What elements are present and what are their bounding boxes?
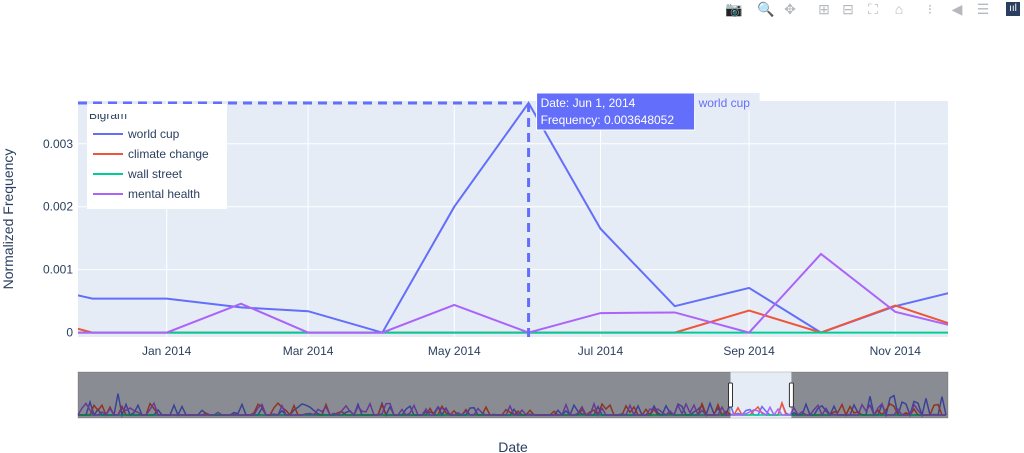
- range-slider-handle-left[interactable]: [728, 382, 733, 408]
- zoom-in-icon[interactable]: ⊞: [818, 1, 830, 17]
- hover-series-label: world cup: [698, 96, 751, 110]
- plotly-logo-icon[interactable]: ııl: [1006, 2, 1020, 16]
- hover-date: Date: Jun 1, 2014: [541, 96, 636, 110]
- range-slider: [77, 371, 949, 419]
- x-tick-label: Mar 2014: [283, 344, 334, 358]
- legend-box: [87, 104, 227, 209]
- hover-value: Frequency: 0.003648052: [541, 113, 675, 127]
- range-slider-line-mental-health: [77, 401, 946, 417]
- hover-compare-icon[interactable]: ☰: [976, 1, 990, 17]
- range-slider-handle-right[interactable]: [788, 382, 794, 408]
- y-tick-label: 0.002: [43, 200, 73, 214]
- zoom-icon[interactable]: 🔍: [757, 1, 775, 17]
- y-tick-label: 0.003: [43, 137, 73, 151]
- range-slider-mask-right: [791, 372, 948, 418]
- hover-label-box: [694, 93, 760, 111]
- legend-item[interactable]: climate change: [128, 147, 209, 161]
- x-tick-label: May 2014: [428, 344, 481, 358]
- x-tick-label: Nov 2014: [870, 344, 922, 358]
- x-tick-label: Sep 2014: [723, 344, 775, 358]
- x-tick-label: Jan 2014: [142, 344, 192, 358]
- x-tick-label: Jul 2014: [578, 344, 624, 358]
- autoscale-icon[interactable]: ⛶: [868, 1, 878, 17]
- camera-icon[interactable]: 📷: [725, 1, 743, 17]
- y-tick-label: 0.001: [43, 263, 73, 277]
- series-line-world-cup: [78, 101, 948, 334]
- zoom-out-icon[interactable]: ⊟: [842, 1, 854, 17]
- y-tick-label: 0: [66, 326, 73, 340]
- reset-axes-icon[interactable]: ⌂: [894, 1, 904, 17]
- y-axis-title: Normalized Frequency: [0, 149, 16, 290]
- spike-lines-icon[interactable]: ⁝: [927, 1, 933, 17]
- range-slider-mask-left: [78, 372, 731, 418]
- legend-title: Bigram: [89, 108, 127, 122]
- legend-item[interactable]: wall street: [127, 167, 183, 181]
- legend-item[interactable]: mental health: [128, 187, 200, 201]
- range-slider-lines: [77, 393, 947, 418]
- legend-item[interactable]: world cup: [127, 127, 180, 141]
- x-axis-title: Date: [498, 439, 528, 453]
- series-line-mental-health: [78, 252, 948, 334]
- pan-icon[interactable]: ✥: [784, 1, 796, 17]
- series-group: [78, 101, 948, 334]
- hover-tooltip-box: [536, 92, 696, 131]
- hover-closest-icon[interactable]: ◀: [951, 1, 963, 17]
